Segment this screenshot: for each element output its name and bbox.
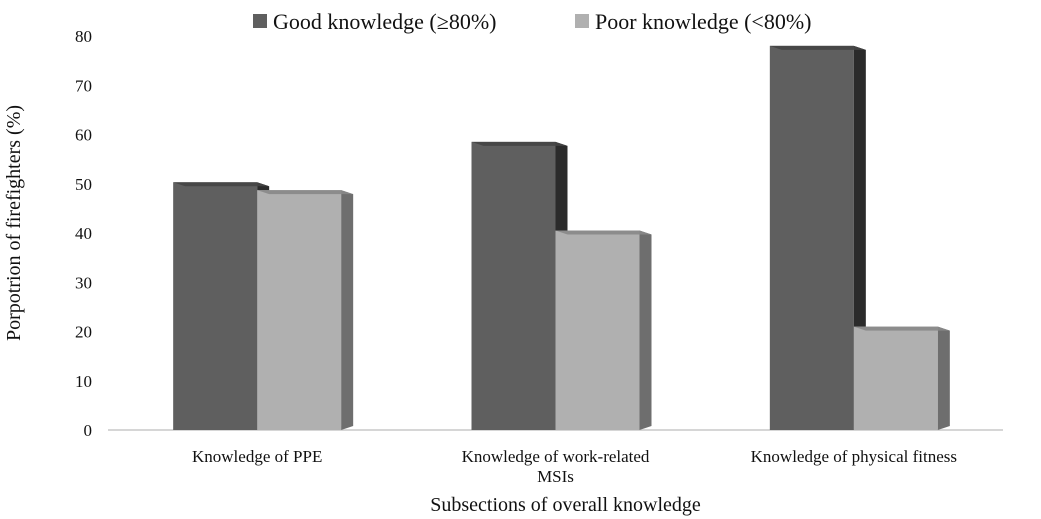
bar-side	[639, 230, 652, 430]
bar	[853, 326, 938, 430]
bar	[471, 141, 556, 430]
bar-group	[769, 45, 866, 430]
bar	[173, 182, 258, 430]
legend-item: Good knowledge (≥80%)	[253, 9, 496, 34]
x-axis-category-labels: Knowledge of PPE Knowledge of work-relate…	[192, 447, 957, 486]
y-tick-label: 10	[75, 372, 92, 391]
legend-label: Poor knowledge (<80%)	[595, 9, 811, 34]
legend-swatch	[253, 14, 267, 28]
y-tick-label: 60	[75, 126, 92, 145]
bar-top	[173, 182, 270, 187]
y-tick-label: 30	[75, 273, 92, 292]
bar	[769, 45, 854, 430]
bar-top	[853, 326, 950, 331]
x-category-label: Knowledge of physical fitness	[751, 447, 957, 466]
y-tick-label: 20	[75, 323, 92, 342]
y-axis-ticks: 0 10 20 30 40 50 60 70 80	[75, 27, 92, 440]
legend-label: Good knowledge (≥80%)	[273, 9, 496, 34]
y-tick-label: 80	[75, 27, 92, 46]
y-tick-label: 0	[84, 421, 93, 440]
bar-group	[853, 326, 950, 430]
bar-top	[769, 45, 866, 50]
legend-swatch	[575, 14, 589, 28]
x-category-label: Knowledge of work-related MSIs	[462, 447, 650, 486]
bar-group	[257, 190, 354, 430]
bar-top	[257, 190, 354, 195]
bar-group	[173, 182, 270, 430]
bar-group	[471, 141, 568, 430]
x-axis-title: Subsections of overall knowledge	[430, 494, 701, 516]
bar	[257, 190, 342, 430]
bar-top	[555, 230, 652, 235]
y-axis-title: Porpotrion of firefighters (%)	[3, 105, 25, 341]
bar-side	[341, 190, 354, 430]
legend: Good knowledge (≥80%) Poor knowledge (<80…	[253, 9, 811, 34]
legend-item: Poor knowledge (<80%)	[575, 9, 811, 34]
bar-side	[937, 326, 950, 430]
y-tick-label: 70	[75, 76, 92, 95]
bar-group	[555, 230, 652, 430]
x-category-label: Knowledge of PPE	[192, 447, 322, 466]
y-tick-label: 40	[75, 224, 92, 243]
y-tick-label: 50	[75, 175, 92, 194]
bar-top	[471, 141, 568, 146]
bars	[173, 45, 950, 430]
bar	[555, 230, 640, 430]
